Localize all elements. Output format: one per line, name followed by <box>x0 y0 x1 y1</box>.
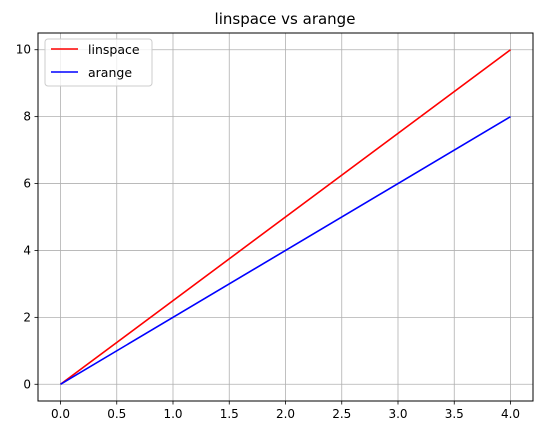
y-axis-ticks: 0 2 4 6 8 10 <box>16 43 38 391</box>
x-tick-label: 0.5 <box>107 407 126 421</box>
x-tick-label: 2.5 <box>332 407 351 421</box>
series-line-arange <box>60 115 511 385</box>
series-line-linspace <box>60 49 511 385</box>
grid <box>38 33 533 401</box>
y-tick-label: 10 <box>16 43 31 57</box>
series-lines <box>60 49 511 385</box>
x-axis-ticks: 0.0 0.5 1.0 1.5 2.0 2.5 3.0 3.5 4.0 <box>51 401 520 421</box>
x-tick-label: 4.0 <box>501 407 520 421</box>
legend-box <box>44 38 153 87</box>
x-tick-label: 0.0 <box>51 407 70 421</box>
y-tick-label: 0 <box>23 377 31 391</box>
x-tick-label: 3.5 <box>445 407 464 421</box>
x-tick-label: 3.0 <box>388 407 407 421</box>
y-tick-label: 2 <box>23 310 31 324</box>
y-tick-label: 8 <box>23 110 31 124</box>
legend: linspace arange <box>44 38 153 87</box>
x-tick-label: 1.0 <box>163 407 182 421</box>
legend-label-linspace: linspace <box>88 42 140 57</box>
y-tick-label: 4 <box>23 243 31 257</box>
y-tick-label: 6 <box>23 177 31 191</box>
x-tick-label: 2.0 <box>276 407 295 421</box>
chart-title: linspace vs arange <box>215 10 356 28</box>
legend-label-arange: arange <box>88 65 132 80</box>
x-tick-label: 1.5 <box>220 407 239 421</box>
